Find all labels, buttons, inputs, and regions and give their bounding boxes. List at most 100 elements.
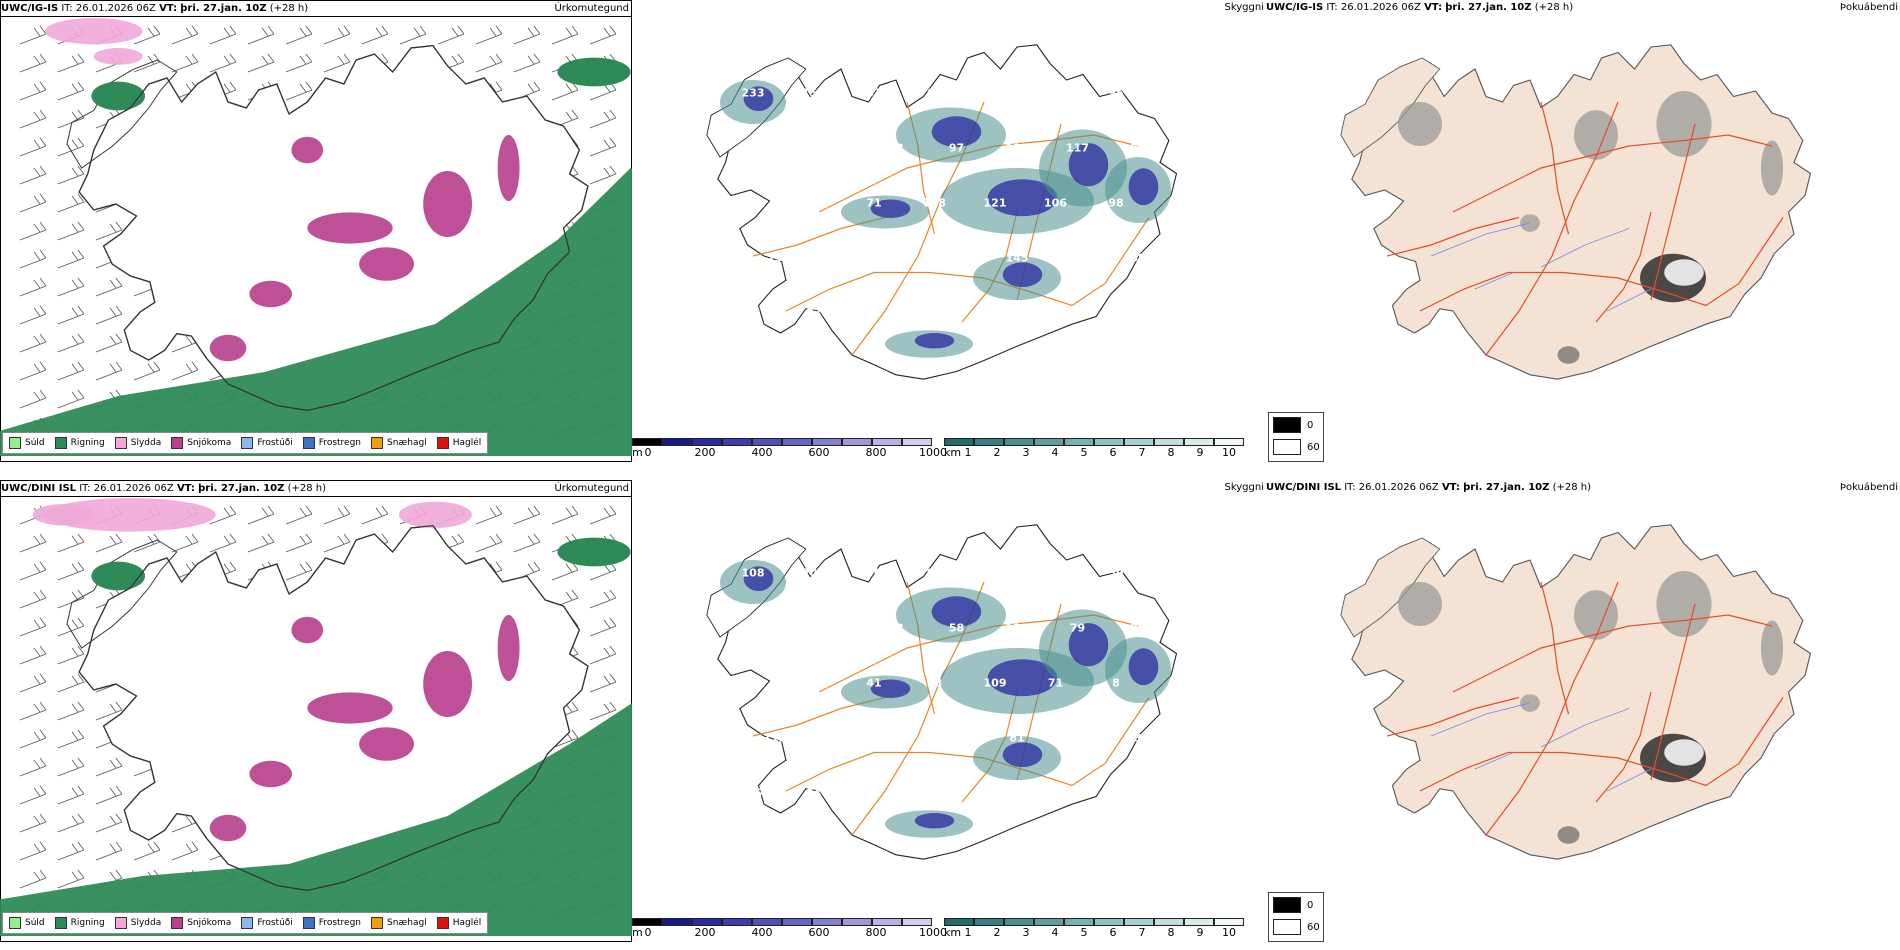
visibility-value: 84 [987, 307, 1003, 320]
legend-label: Frostúði [257, 918, 293, 928]
colorbar-segment [752, 438, 782, 446]
legend-swatch [371, 917, 384, 929]
colorbar-segment [872, 438, 902, 446]
fog-swatch [1273, 897, 1301, 913]
fog-swatch [1273, 439, 1301, 455]
visibility-value: 37 [987, 787, 1002, 800]
visibility-value: 53 [927, 677, 942, 690]
colorbar-segment [812, 918, 842, 926]
colorbar-tick: 200 [694, 446, 716, 459]
visibility-value: 98 [1108, 197, 1123, 210]
snow-area [291, 616, 324, 644]
legend-swatch [302, 437, 315, 449]
legend-item: Súld [9, 917, 45, 929]
visibility-value: 138 [1127, 732, 1150, 745]
panel-header: Skyggni [632, 0, 1264, 16]
visibility-value: 233 [742, 87, 765, 100]
visibility-value: 126 [824, 142, 847, 155]
legend-swatch [114, 437, 127, 449]
fog-legend-row: 0 [1273, 417, 1313, 433]
legend-label: Rigning [70, 918, 105, 928]
colorbar-tick: 600 [808, 926, 830, 939]
legend-label: Súld [25, 918, 45, 928]
legend-item: Rigning [54, 437, 105, 449]
fog-legend-label: 60 [1307, 441, 1320, 453]
legend-label: Snæhagl [387, 438, 427, 448]
legend-swatch [241, 437, 254, 449]
fog-legend: 0 60 [1268, 412, 1324, 462]
legend-swatch [302, 917, 315, 929]
snow-area [359, 247, 415, 281]
panel-header: UWC/IG-IS IT: 26.01.2026 06Z VT: þri. 27… [0, 0, 632, 17]
colorbar-tick: 400 [751, 446, 773, 459]
legend-label: Haglél [452, 918, 482, 928]
colorbar-segment [1094, 438, 1124, 446]
colorbar-tick: 4 [1051, 446, 1059, 459]
legend-label: Snjókoma [187, 438, 232, 448]
colorbar-tick: 1000 [919, 446, 947, 459]
river-line [1606, 768, 1652, 792]
visibility-value: 91 [927, 567, 942, 580]
legend-item: Frostúði [241, 437, 293, 449]
colorbar-tick: 1000 [919, 926, 947, 939]
snow-area [307, 692, 393, 724]
model-name: UWC/IG-IS [1, 3, 59, 14]
river-line [1430, 222, 1531, 257]
visibility-value: 198 [1006, 142, 1029, 155]
colorbar-tick: 200 [694, 926, 716, 939]
visibility-value: 41 [866, 677, 881, 690]
vt-value: þri. 27.jan. 10Z [1445, 2, 1532, 13]
lead-time: (+28 h) [1534, 2, 1574, 13]
river-line [1474, 272, 1514, 290]
it-label: IT: [1326, 2, 1338, 13]
visibility-value: 95 [1108, 87, 1123, 100]
precip-legend: Súld Rigning Slydda Snjókoma Frostúði Fr… [2, 432, 489, 454]
visibility-value: 55 [888, 252, 903, 265]
visibility-value: 58 [949, 622, 964, 635]
colorbar-tick: 6 [1109, 446, 1117, 459]
colorbar-unit: m [632, 926, 643, 939]
fog-legend-label: 0 [1307, 899, 1314, 911]
river-line [1606, 288, 1652, 312]
panel-title: Þokuábendi [1839, 482, 1898, 493]
legend-item: Snjókoma [171, 917, 231, 929]
visibility-value: 13 [767, 252, 782, 265]
colorbar-tick: 7 [1138, 446, 1146, 459]
colorbar-tick: 10 [1222, 926, 1236, 939]
it-value: 26.01.2026 06Z [1340, 2, 1421, 13]
visibility-value: 81 [1009, 732, 1024, 745]
visibility-value: 121 [984, 197, 1007, 210]
precip-map [0, 16, 632, 462]
river-line [1540, 228, 1630, 268]
rain-area [0, 168, 632, 457]
snow-area [209, 814, 247, 842]
visibility-value: 64 [888, 732, 904, 745]
visibility-colorbar: km 1 2 3 4 5 6 7 8 9 10 [944, 438, 1250, 462]
colorbar-tick: 1 [964, 446, 972, 459]
visibility-value: 92 [888, 622, 903, 635]
legend-swatch [436, 437, 449, 449]
colorbar-segment [662, 438, 692, 446]
visibility-value: 112 [764, 732, 787, 745]
visibility-value: 80 [987, 87, 1003, 100]
visibility-colorbar: km 1 2 3 4 5 6 7 8 9 10 [944, 918, 1250, 942]
legend-label: Rigning [70, 438, 105, 448]
legend-item: Súld [9, 437, 45, 449]
panel-header: UWC/IG-IS IT: 26.01.2026 06Z VT: þri. 27… [1266, 0, 1900, 16]
precip-legend: Súld Rigning Slydda Snjókoma Frostúði Fr… [2, 912, 489, 934]
visibility-value: 94 [828, 732, 844, 745]
colorbar-segment [722, 918, 752, 926]
visibility-value: 108 [742, 567, 765, 580]
visibility-value: 83 [1108, 307, 1123, 320]
legend-item: Snæhagl [371, 917, 427, 929]
it-label: IT: [61, 3, 73, 14]
panel-title: Þokuábendi [1839, 2, 1898, 13]
colorbar-tick: 3 [1022, 926, 1030, 939]
visibility-value: 76 [866, 567, 882, 580]
colorbar-tick: 6 [1109, 926, 1117, 939]
colorbar-segment [662, 918, 692, 926]
panel-title: Skyggni [1224, 482, 1264, 493]
visibility-value: 59 [866, 307, 881, 320]
colorbar-segment [632, 918, 662, 926]
fog-legend-label: 0 [1307, 419, 1314, 431]
